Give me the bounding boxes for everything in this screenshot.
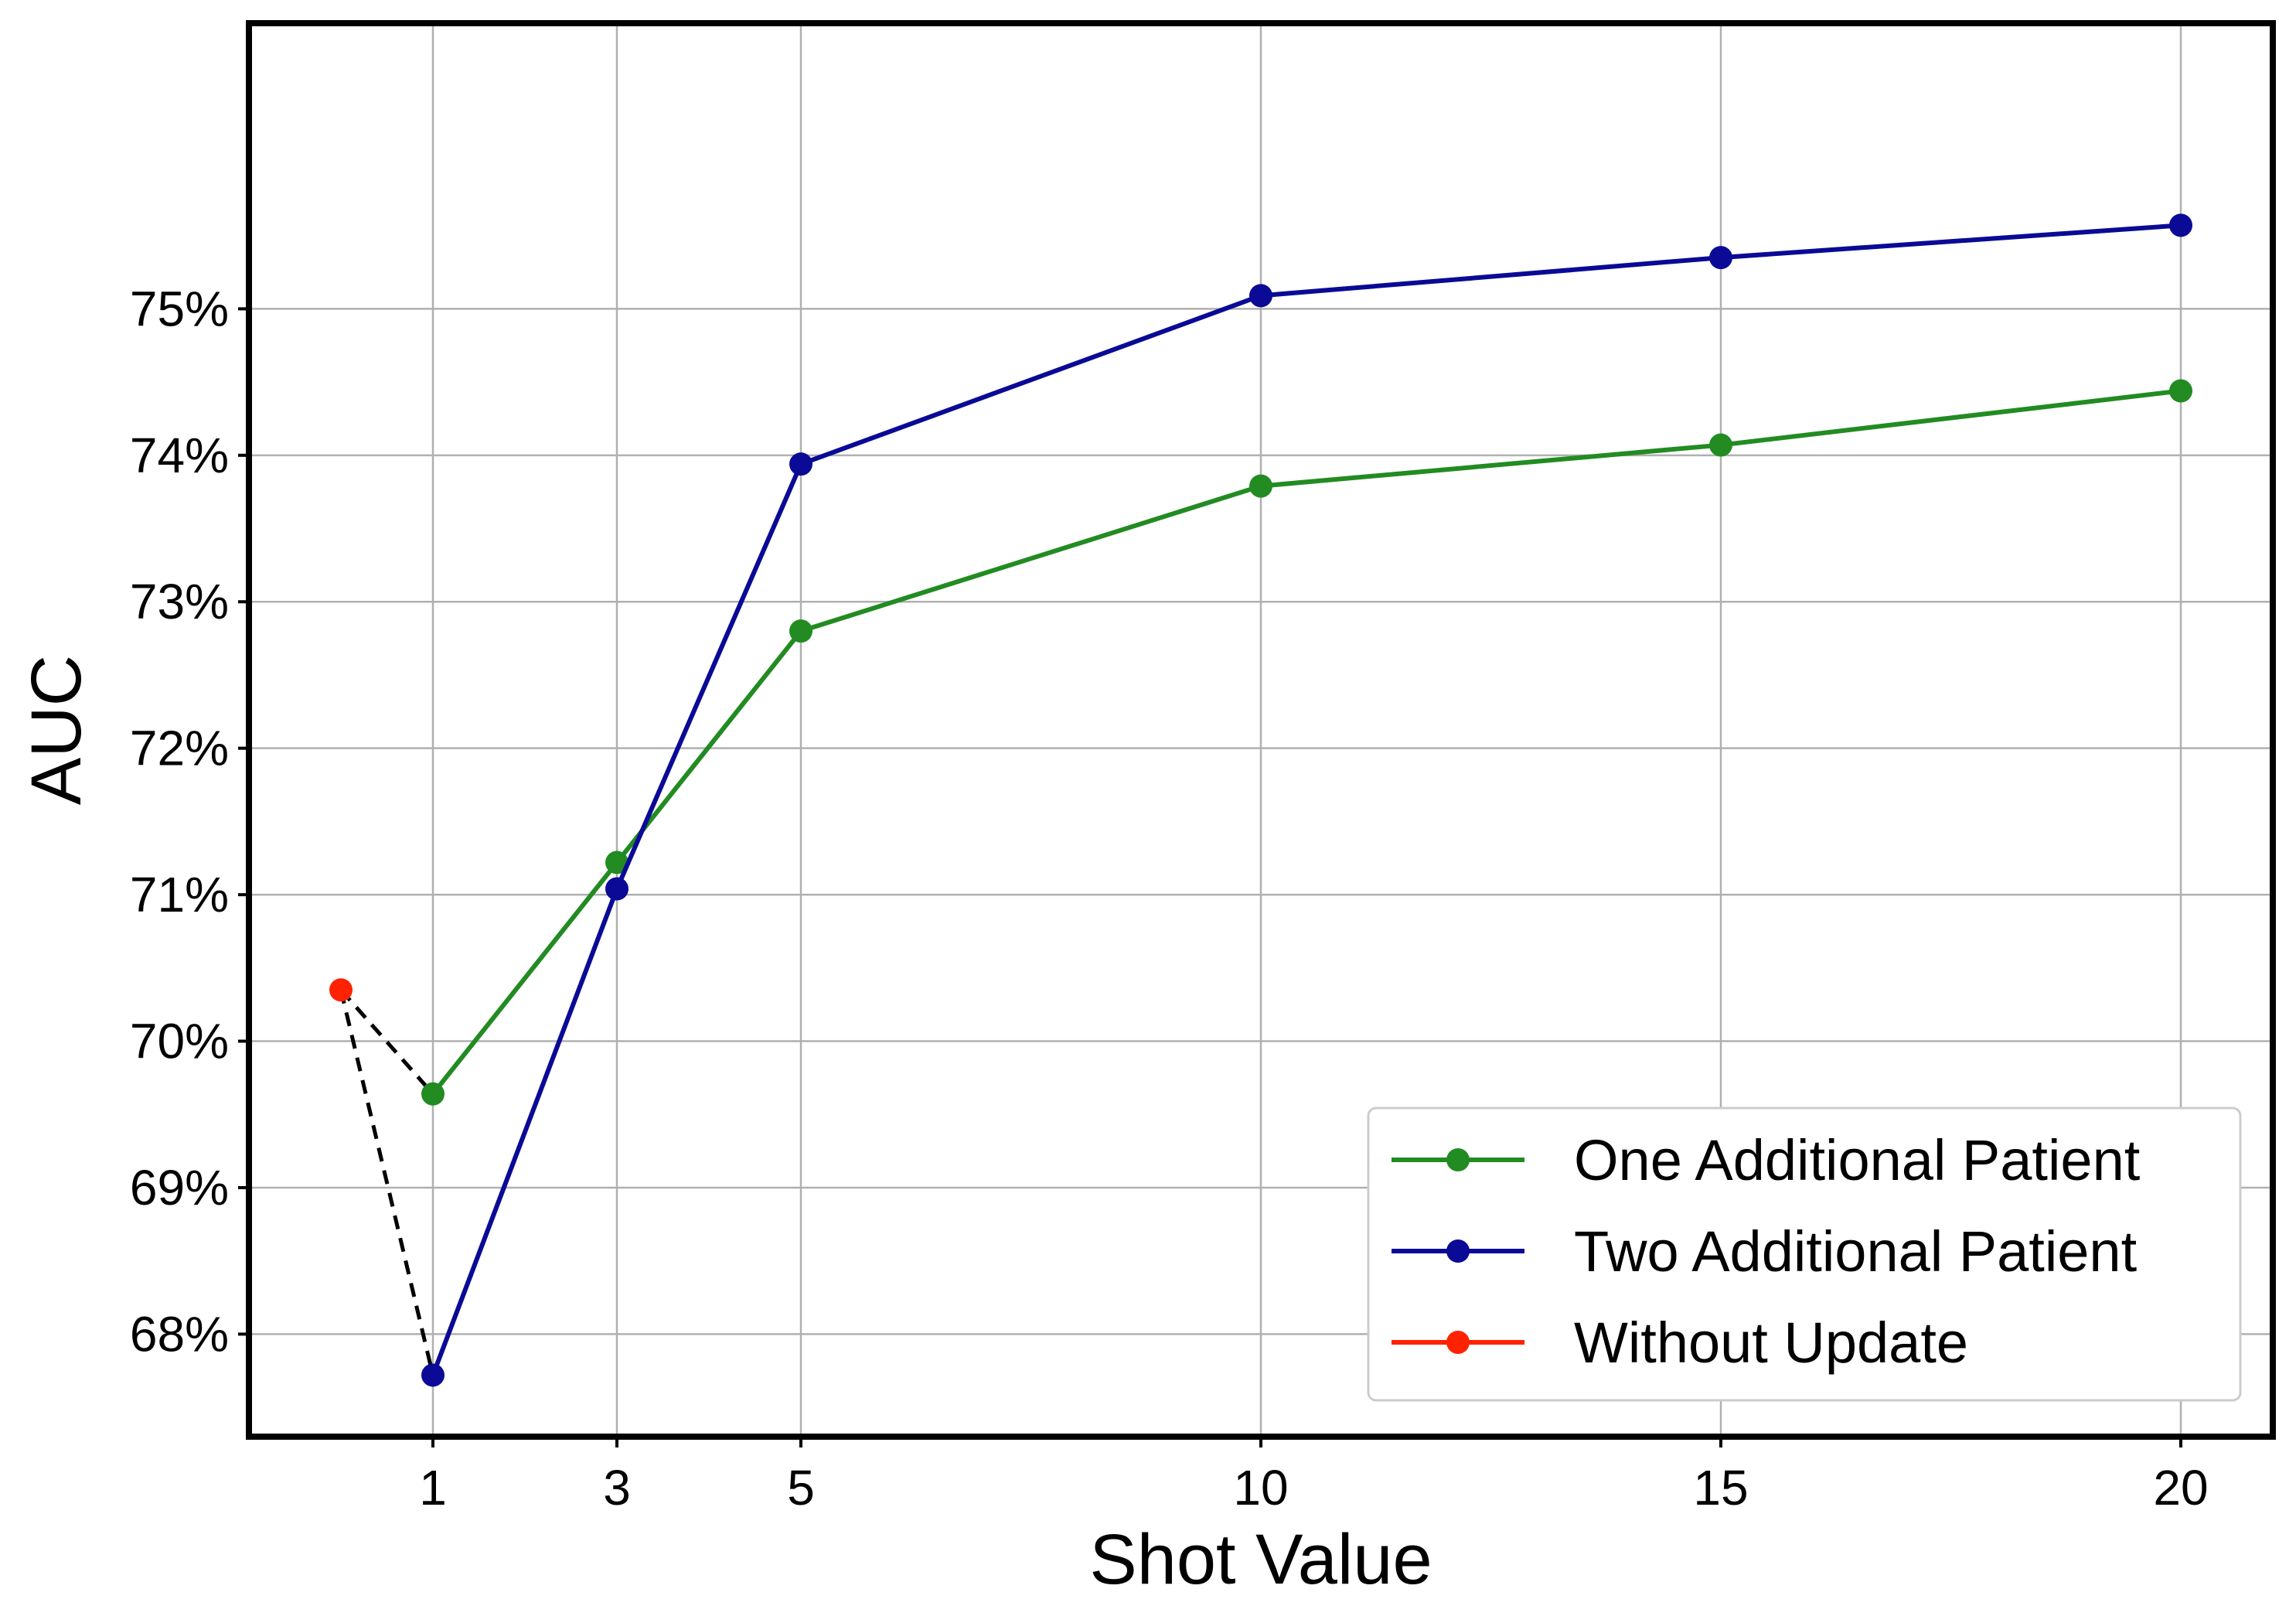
series-line-two-additional-patient: [431, 223, 2182, 1376]
legend-marker-without-update: [1446, 1331, 1470, 1354]
x-tick-label: 1: [419, 1460, 447, 1516]
data-point-two-additional-patient: [1709, 246, 1732, 270]
x-tick-label: 3: [603, 1460, 631, 1516]
y-tick-label: 71%: [130, 867, 229, 922]
x-axis-ticks: 1 3 5 10 15 20: [419, 1437, 2209, 1516]
y-tick-label: 69%: [130, 1160, 229, 1216]
x-tick-label: 20: [2153, 1460, 2208, 1516]
y-tick-label: 72%: [130, 721, 229, 776]
data-point-two-additional-patient: [605, 877, 629, 901]
legend: One Additional Patient Two Additional Pat…: [1367, 1106, 2242, 1402]
gridlines: [249, 23, 2273, 1437]
dashed-reference-lines: [339, 988, 435, 1376]
y-tick-label: 73%: [130, 574, 229, 629]
legend-label-two-additional-patient: Two Additional Patient: [1574, 1219, 2138, 1284]
x-tick-label: 5: [787, 1460, 815, 1516]
x-tick-label: 10: [1233, 1460, 1288, 1516]
y-tick-label: 74%: [130, 428, 229, 483]
data-point-one-additional-patient: [1249, 474, 1272, 498]
dashed-reference-line: [339, 989, 435, 1376]
legend-marker-two-additional-patient: [1446, 1239, 1470, 1263]
y-tick-label: 70%: [130, 1014, 229, 1069]
data-point-one-additional-patient: [789, 619, 812, 643]
series-line-one-additional-patient: [431, 388, 2182, 1096]
data-series: [329, 213, 2192, 1387]
data-point-two-additional-patient: [789, 452, 812, 476]
data-point-two-additional-patient: [2169, 213, 2192, 237]
data-point-one-additional-patient: [1709, 433, 1732, 457]
y-axis-title: AUC: [17, 655, 96, 805]
data-point-two-additional-patient: [421, 1363, 445, 1387]
data-point-without-update: [329, 978, 353, 1002]
data-point-one-additional-patient: [605, 851, 629, 875]
legend-box: [1367, 1106, 2242, 1402]
legend-label-one-additional-patient: One Additional Patient: [1574, 1128, 2141, 1192]
y-tick-label: 75%: [130, 281, 229, 336]
data-point-one-additional-patient: [2169, 379, 2192, 403]
data-point-two-additional-patient: [1249, 284, 1272, 308]
y-tick-label: 68%: [130, 1306, 229, 1362]
legend-label-without-update: Without Update: [1574, 1311, 1968, 1375]
x-tick-label: 15: [1693, 1460, 1748, 1516]
y-axis-ticks: 68% 69% 70% 71% 72% 73% 74% 75%: [130, 281, 249, 1362]
x-axis-title: Shot Value: [1089, 1520, 1432, 1599]
data-point-one-additional-patient: [421, 1082, 445, 1106]
legend-marker-one-additional-patient: [1446, 1148, 1470, 1171]
